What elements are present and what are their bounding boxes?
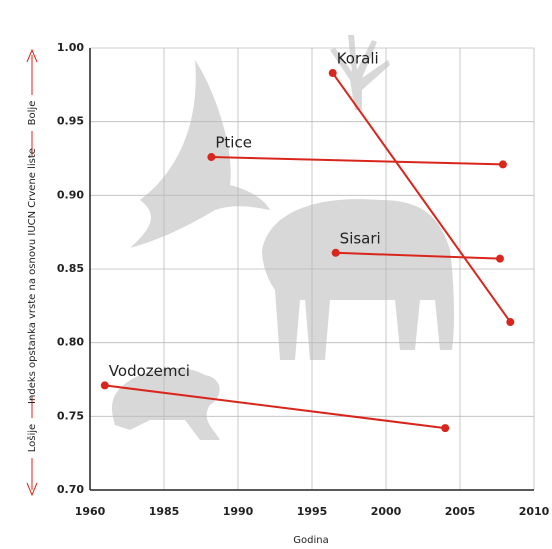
y-tick-label: 0.90 — [57, 188, 84, 201]
y-tick-label: 1.00 — [57, 41, 84, 54]
y-tick-label: 0.95 — [57, 115, 84, 128]
data-point — [499, 160, 507, 168]
elephant-silhouette — [262, 199, 454, 360]
data-point — [496, 255, 504, 263]
x-tick-label: 2005 — [445, 505, 476, 518]
x-tick-label: 1960 — [75, 505, 106, 518]
data-point — [506, 318, 514, 326]
series-label: Sisari — [340, 229, 381, 247]
x-tick-label: 2000 — [371, 505, 402, 518]
coral-silhouette — [330, 35, 390, 110]
y-low-label: Lošije — [26, 424, 38, 452]
data-point — [207, 153, 215, 161]
data-point — [441, 424, 449, 432]
y-tick-label: 0.85 — [57, 262, 84, 275]
chart: Godina 0.70 0.75 0.80 0.85 0.90 0.95 1.00 1960 1… — [0, 0, 552, 549]
x-axis-label: Godina — [293, 535, 328, 546]
bird-silhouette — [130, 60, 270, 248]
y-tick-label: 0.75 — [57, 409, 84, 422]
y-tick-label: 0.80 — [57, 336, 84, 349]
y-tick-label: 0.70 — [57, 483, 84, 496]
x-tick-label: 1990 — [223, 505, 254, 518]
data-point — [101, 381, 109, 389]
x-tick-label: 2010 — [519, 505, 550, 518]
y-high-label: Bolje — [27, 101, 38, 126]
x-tick-label: 1985 — [149, 505, 180, 518]
y-axis-label: Indeks opstanka vrste na osnovu IUCN Crv… — [27, 148, 38, 404]
y-axis-label-group: Bolje Indeks opstanka vrste na osnovu IU… — [26, 50, 38, 495]
series-label: Vodozemci — [109, 362, 190, 380]
page: Godina 0.70 0.75 0.80 0.85 0.90 0.95 1.00 1960 1… — [0, 0, 552, 549]
series-label: Korali — [337, 50, 379, 68]
x-tick-label: 1995 — [297, 505, 328, 518]
series-line — [211, 157, 503, 164]
series-label: Ptice — [215, 134, 252, 152]
data-point — [329, 69, 337, 77]
data-point — [332, 249, 340, 257]
